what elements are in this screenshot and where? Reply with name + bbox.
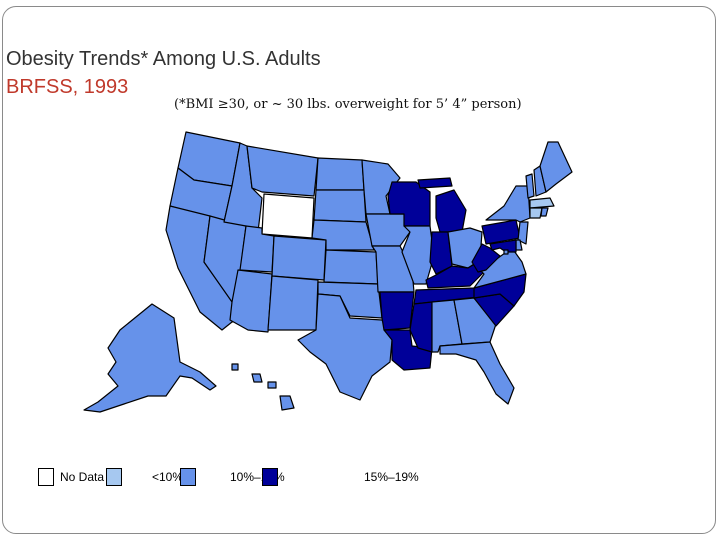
state-ny bbox=[485, 185, 531, 223]
state-ga bbox=[453, 297, 497, 345]
legend-label-15-19: 15%–19% bbox=[364, 470, 419, 484]
state-co bbox=[271, 235, 327, 281]
state-fl bbox=[439, 341, 515, 405]
legend-swatch-lt10 bbox=[106, 468, 122, 486]
state-nd bbox=[315, 157, 365, 191]
legend-swatch-10-14 bbox=[180, 468, 196, 486]
state-tx bbox=[297, 293, 393, 401]
state-il bbox=[401, 225, 435, 285]
state-ct bbox=[529, 207, 543, 219]
legend-swatch-no-data bbox=[38, 468, 54, 486]
state-ma bbox=[529, 197, 555, 209]
state-ms bbox=[409, 301, 433, 353]
slide-frame bbox=[2, 6, 716, 534]
state-ks bbox=[323, 249, 379, 285]
legend-label-no-data: No Data bbox=[60, 470, 105, 484]
state-az bbox=[229, 269, 273, 333]
state-ak bbox=[83, 303, 217, 413]
slide-subtitle-year: BRFSS, 1993 bbox=[6, 76, 129, 98]
state-la bbox=[383, 329, 433, 371]
state-sd bbox=[313, 189, 367, 223]
state-vt bbox=[525, 173, 535, 199]
state-nm bbox=[267, 275, 319, 331]
bmi-footnote: (*BMI ≥30, or ~ 30 lbs. overweight for 5… bbox=[174, 97, 522, 112]
state-mn bbox=[361, 159, 401, 215]
legend-label-lt10: <10% bbox=[152, 470, 184, 484]
state-ar bbox=[379, 291, 415, 331]
legend-swatch-15-19 bbox=[262, 468, 278, 486]
state-nj bbox=[517, 221, 529, 245]
state-dc bbox=[503, 249, 509, 255]
slide-title: Obesity Trends* Among U.S. Adults bbox=[6, 48, 321, 70]
state-hi bbox=[231, 363, 295, 411]
state-wv bbox=[471, 243, 501, 273]
state-mt bbox=[246, 145, 319, 197]
state-ri bbox=[540, 207, 549, 217]
state-wy bbox=[261, 193, 315, 239]
state-me bbox=[539, 141, 573, 193]
